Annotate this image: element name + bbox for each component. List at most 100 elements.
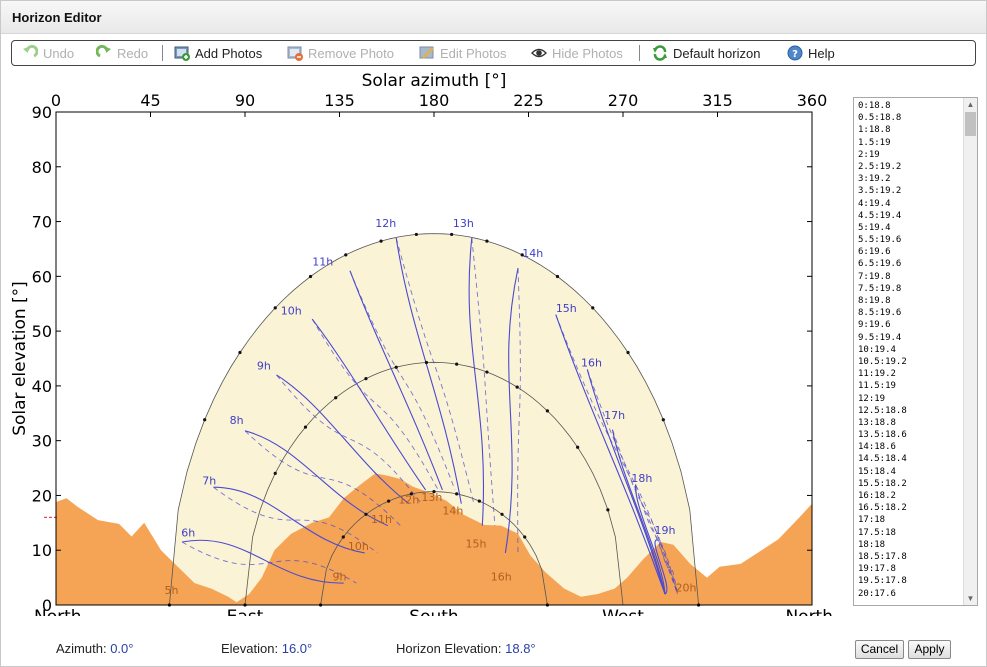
horizon-point-item[interactable]: 10.5:19.2 xyxy=(858,356,907,367)
horizon-point-item[interactable]: 12.5:18.8 xyxy=(858,405,907,416)
horizon-point-item[interactable]: 4:19.4 xyxy=(858,198,891,209)
remove-photo-label: Remove Photo xyxy=(308,45,394,61)
list-scrollbar[interactable]: ▲ ▼ xyxy=(963,98,977,605)
sun-path-dot xyxy=(450,232,454,237)
horizon-point-item[interactable]: 18.5:17.8 xyxy=(858,551,907,562)
undo-icon xyxy=(23,45,38,58)
horizon-point-item[interactable]: 7.5:19.8 xyxy=(858,283,902,294)
compass-direction-label: North xyxy=(785,607,833,616)
x-tick-label: 360 xyxy=(797,91,828,110)
x-tick-label: 225 xyxy=(513,91,544,110)
hour-line-dashed xyxy=(244,430,401,526)
horizon-point-item[interactable]: 15:18.4 xyxy=(858,466,896,477)
sun-path-dot xyxy=(273,306,277,310)
refresh-icon xyxy=(653,45,667,61)
sun-path-dot xyxy=(555,274,560,279)
horizon-point-item[interactable]: 14:18.6 xyxy=(858,442,896,453)
horizon-point-item[interactable]: 3:19.2 xyxy=(858,174,891,185)
hour-label-summer: 9h xyxy=(257,359,271,372)
horizon-point-item[interactable]: 10:19.4 xyxy=(858,344,896,355)
horizon-point-item[interactable]: 0:18.8 xyxy=(858,101,891,111)
hour-line-dashed xyxy=(395,237,475,504)
horizon-point-item[interactable]: 16.5:18.2 xyxy=(858,503,907,514)
hide-photos-button[interactable]: Hide Photos xyxy=(531,44,623,62)
hour-line-solid xyxy=(654,539,668,595)
horizon-point-item[interactable]: 8:19.8 xyxy=(858,296,891,306)
hour-line-solid xyxy=(635,484,666,595)
redo-button[interactable]: Redo xyxy=(96,44,148,62)
horizon-point-item[interactable]: 11.5:19 xyxy=(858,381,896,392)
scroll-thumb[interactable] xyxy=(965,112,976,136)
horizon-point-item[interactable]: 8.5:19.6 xyxy=(858,308,902,319)
horizon-point-item[interactable]: 9:19.6 xyxy=(858,320,891,331)
horizon-point-item[interactable]: 11:19.2 xyxy=(858,369,896,380)
horizon-point-item[interactable]: 13.5:18.6 xyxy=(858,430,907,441)
x-tick-label: 135 xyxy=(324,91,355,110)
horizon-point-item[interactable]: 1:18.8 xyxy=(858,125,891,136)
scroll-up-icon[interactable]: ▲ xyxy=(966,100,975,109)
horizon-point-item[interactable]: 9.5:19.4 xyxy=(858,332,902,343)
horizon-point-item[interactable]: 15.5:18.2 xyxy=(858,478,907,489)
compass-direction-label: North xyxy=(34,607,82,616)
horizon-point-item[interactable]: 4.5:19.4 xyxy=(858,210,902,221)
azimuth-status: Azimuth: 0.0° xyxy=(56,641,133,656)
horizon-point-item[interactable]: 16:18.2 xyxy=(858,491,896,501)
horizon-point-item[interactable]: 13:18.8 xyxy=(858,417,896,428)
default-horizon-button[interactable]: Default horizon xyxy=(652,44,760,62)
sun-path-dot xyxy=(523,535,527,539)
x-tick-label: 315 xyxy=(702,91,733,110)
hour-label-summer: 19h xyxy=(655,524,676,537)
hour-line-dashed xyxy=(517,268,521,553)
sun-path-dot xyxy=(591,306,595,310)
horizon-point-item[interactable]: 19:17.8 xyxy=(858,564,896,575)
horizon-point-item[interactable]: 12:19 xyxy=(858,393,886,404)
hour-label-summer: 14h xyxy=(522,247,543,260)
horizon-point-item[interactable]: 20:17.6 xyxy=(858,588,896,599)
x-tick-label: 90 xyxy=(235,91,255,110)
cancel-button[interactable]: Cancel xyxy=(855,640,904,659)
sun-path-dot xyxy=(520,253,524,257)
sun-path-dot xyxy=(424,360,429,365)
horizon-point-item[interactable]: 14.5:18.4 xyxy=(858,454,907,465)
edit-photos-button[interactable]: Edit Photos xyxy=(419,44,507,62)
sun-path-dot xyxy=(394,365,398,369)
hour-line-solid xyxy=(555,314,666,595)
horizon-point-item[interactable]: 2:19 xyxy=(858,149,880,160)
hour-line-dashed xyxy=(181,541,357,584)
toolbar-separator xyxy=(639,45,640,61)
horizon-point-item[interactable]: 6.5:19.6 xyxy=(858,259,902,270)
sun-path-dot xyxy=(485,370,489,374)
horizon-point-item[interactable]: 7:19.8 xyxy=(858,271,891,282)
horizon-point-item[interactable]: 0.5:18.8 xyxy=(858,113,902,124)
toolbar-separator xyxy=(162,45,163,61)
hour-label-summer: 17h xyxy=(604,409,625,422)
horizon-point-item[interactable]: 19.5:17.8 xyxy=(858,576,907,587)
help-button[interactable]: ? Help xyxy=(787,44,835,62)
apply-button[interactable]: Apply xyxy=(908,640,951,659)
horizon-point-item[interactable]: 3.5:19.2 xyxy=(858,186,902,197)
undo-button[interactable]: Undo xyxy=(22,44,74,62)
horizon-point-item[interactable]: 6:19.6 xyxy=(858,247,891,258)
add-photos-button[interactable]: Add Photos xyxy=(174,44,262,62)
elevation-value: 16.0° xyxy=(281,641,313,656)
horizon-point-item[interactable]: 17:18 xyxy=(858,515,886,526)
hour-line-dashed xyxy=(276,374,422,504)
horizon-point-item[interactable]: 2.5:19.2 xyxy=(858,161,902,172)
hour-line-solid xyxy=(276,374,410,505)
y-axis-label: Solar elevation [°] xyxy=(10,281,30,436)
horizon-point-item[interactable]: 17.5:18 xyxy=(858,527,896,538)
sun-path-dot xyxy=(273,471,277,475)
horizon-points-list[interactable]: 0:18.8 0.5:18.8 1:18.8 1.5:19 2:19 2.5:19.2 3:… xyxy=(853,97,978,606)
scroll-down-icon[interactable]: ▼ xyxy=(966,594,975,603)
horizon-point-item[interactable]: 1.5:19 xyxy=(858,137,891,148)
remove-photo-button[interactable]: Remove Photo xyxy=(287,44,394,62)
y-tick-label: 0 xyxy=(42,596,52,615)
hour-line-dashed xyxy=(612,429,679,595)
remove-photo-icon xyxy=(287,46,303,61)
horizon-point-item[interactable]: 5:19.4 xyxy=(858,222,891,233)
horizon-point-item[interactable]: 18:18 xyxy=(858,539,886,550)
horizon-point-item[interactable]: 5.5:19.6 xyxy=(858,235,902,246)
azimuth-label: Azimuth: xyxy=(56,641,107,656)
sun-path-dot xyxy=(341,535,345,539)
